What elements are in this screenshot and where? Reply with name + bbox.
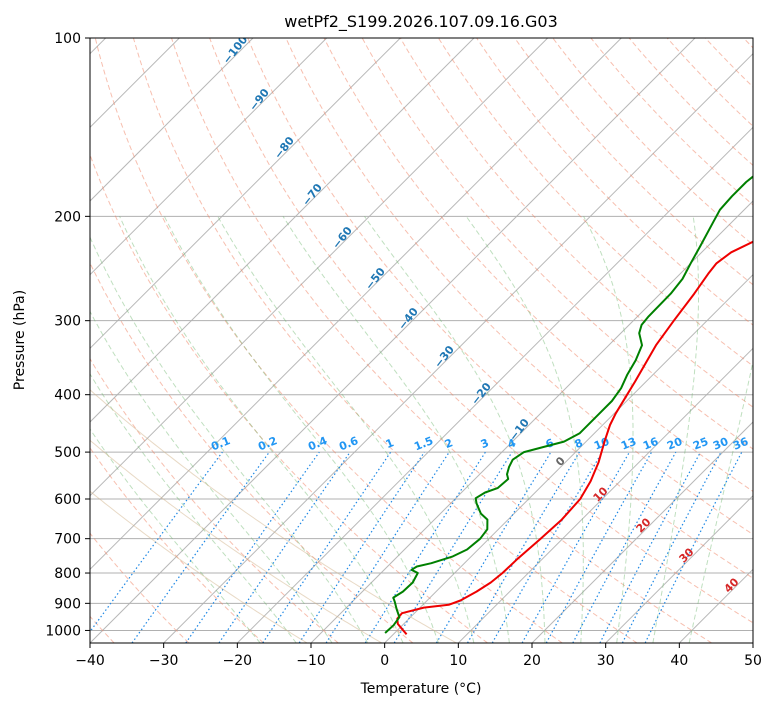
moist-adiabat-line — [90, 236, 369, 643]
y-tick-label: 500 — [54, 445, 81, 461]
dewpoint-profile-line — [384, 175, 753, 634]
mixing-ratio-line — [521, 451, 631, 643]
moist-adiabat-line — [282, 216, 510, 643]
isotherm-line — [531, 421, 753, 643]
reference-curve-line — [90, 439, 383, 643]
y-tick-label: 700 — [54, 532, 81, 548]
mixing-ratio-label: 10 — [592, 435, 611, 453]
isotherm-line — [163, 52, 753, 643]
x-tick-label: −30 — [149, 653, 179, 669]
moist-adiabat-line — [90, 428, 261, 643]
dry-adiabat-line — [90, 261, 414, 643]
moist-adiabat-line — [217, 216, 475, 643]
mixing-ratio-line — [545, 451, 653, 643]
x-tick-label: −40 — [75, 653, 105, 669]
mixing-ratio-label: 2 — [443, 436, 455, 451]
mixing-ratio-label: 30 — [711, 435, 730, 453]
dry-adiabat-line — [90, 532, 190, 643]
y-tick-label: 300 — [54, 314, 81, 330]
mixing-ratio-line — [262, 451, 392, 643]
mixing-ratio-line — [393, 451, 513, 643]
plot-area: −100−90−80−70−60−50−40−30−20−10010203040… — [90, 38, 753, 643]
y-tick-label: 200 — [54, 209, 81, 225]
y-tick-label: 100 — [54, 31, 81, 47]
dry-adiabat-line — [399, 38, 753, 408]
y-tick-label: 400 — [54, 388, 81, 404]
dry-adiabat-line — [514, 38, 753, 286]
dry-adiabat-line — [323, 38, 753, 492]
isotherm-line — [90, 38, 328, 276]
x-tick-label: 40 — [670, 653, 688, 669]
x-tick-label: 50 — [744, 653, 762, 669]
mixing-ratio-line — [298, 451, 425, 643]
isotherm-line — [90, 38, 475, 423]
moist-adiabat-line — [652, 216, 699, 643]
chart-title: wetPf2_S199.2026.107.09.16.G03 — [284, 12, 558, 32]
y-tick-label: 1000 — [45, 623, 81, 639]
dry-adiabat-line — [437, 38, 753, 367]
x-tick-label: 20 — [523, 653, 541, 669]
isotherm-line — [90, 38, 696, 643]
mixing-ratio-label: 8 — [573, 436, 585, 451]
dry-adiabat-line — [94, 38, 563, 643]
mixing-ratio-line — [644, 451, 743, 643]
moist-adiabat-line — [119, 216, 404, 643]
y-tick-label: 600 — [54, 492, 81, 508]
isotherm-line — [90, 38, 549, 497]
x-tick-label: −20 — [223, 653, 253, 669]
moist-adiabat-line — [688, 359, 753, 643]
isotherm-line — [90, 38, 622, 571]
isotherm-line — [90, 38, 254, 202]
x-tick-label: 0 — [380, 653, 389, 669]
dry-adiabat-line — [361, 38, 753, 450]
x-tick-label: −10 — [296, 653, 326, 669]
x-tick-label: 10 — [449, 653, 467, 669]
mixing-ratio-line — [185, 451, 320, 643]
mixing-ratio-line — [90, 451, 223, 633]
moist-adiabat-line — [90, 372, 297, 643]
isotherm-line — [236, 126, 753, 643]
mixing-ratio-label: 3 — [479, 436, 491, 451]
mixing-ratio-label: 20 — [665, 435, 684, 453]
mixing-ratio-line — [572, 451, 677, 643]
mixing-ratio-label: 16 — [641, 435, 660, 453]
y-axis-label: Pressure (hPa) — [12, 290, 28, 390]
mixing-ratio-label: 1 — [384, 436, 396, 451]
x-axis-label: Temperature (°C) — [360, 681, 482, 697]
reference-curve-line — [90, 490, 308, 643]
mixing-ratio-line — [325, 451, 450, 643]
axes: −40 −30 −20 −10 0 10 20 30 40 50 1000 900 800 700 600 5… — [45, 31, 762, 669]
dry-adiabat-line — [285, 38, 753, 536]
temperature-profile-line — [396, 240, 753, 635]
isotherm-line — [90, 38, 401, 350]
dry-adiabat-line — [247, 38, 753, 579]
dry-adiabat-line — [132, 38, 638, 643]
moist-adiabat-line — [163, 216, 439, 643]
isotherm-line — [384, 273, 753, 643]
y-tick-label: 900 — [54, 596, 81, 612]
moist-adiabat-line — [465, 216, 584, 643]
mixing-ratio-label: 13 — [619, 435, 638, 453]
dry-adiabat-line — [90, 447, 264, 643]
isotherm-line — [605, 494, 753, 643]
mixing-ratio-label: 25 — [691, 435, 710, 453]
x-tick-label: 30 — [597, 653, 615, 669]
dry-adiabat-line — [209, 38, 753, 624]
moist-adiabat-line — [364, 216, 546, 643]
mixing-ratio-label: 36 — [731, 435, 750, 453]
moist-adiabat-line — [90, 310, 333, 643]
plot-frame — [89, 37, 754, 644]
moist-adiabat-line — [583, 216, 634, 643]
y-tick-label: 800 — [54, 566, 81, 582]
mixing-ratio-line — [218, 451, 351, 643]
dry-adiabat-line — [90, 153, 488, 643]
reference-curve-line — [90, 389, 457, 643]
isotherm-line — [457, 347, 753, 643]
dry-adiabat-line — [90, 357, 339, 643]
